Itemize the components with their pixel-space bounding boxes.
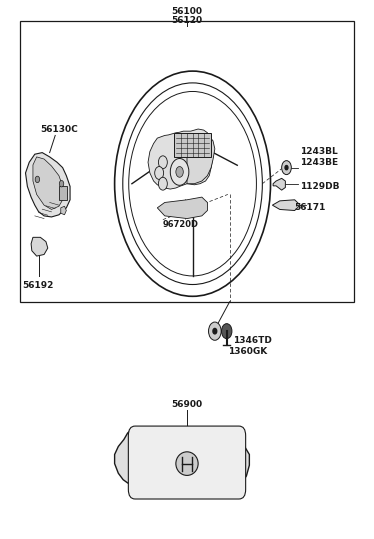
Circle shape — [282, 161, 291, 175]
Circle shape — [209, 322, 221, 340]
Polygon shape — [187, 135, 215, 184]
Circle shape — [176, 167, 183, 177]
Circle shape — [213, 328, 217, 334]
Polygon shape — [31, 237, 48, 256]
Text: 1360GK: 1360GK — [228, 347, 267, 356]
Polygon shape — [157, 197, 208, 218]
Text: 56900: 56900 — [171, 400, 203, 409]
Text: 1243BE: 1243BE — [300, 158, 338, 167]
Circle shape — [170, 158, 189, 185]
Polygon shape — [148, 129, 213, 189]
Ellipse shape — [176, 452, 198, 475]
Circle shape — [159, 177, 167, 190]
Text: 56120: 56120 — [171, 16, 203, 25]
Circle shape — [159, 156, 167, 169]
Circle shape — [59, 181, 64, 187]
Text: 56130C: 56130C — [40, 126, 78, 134]
Circle shape — [285, 165, 288, 170]
Text: 56192: 56192 — [22, 281, 53, 291]
Polygon shape — [272, 200, 300, 211]
Polygon shape — [273, 178, 285, 190]
Circle shape — [221, 323, 232, 338]
Polygon shape — [61, 206, 66, 215]
Polygon shape — [33, 157, 62, 210]
Polygon shape — [25, 153, 70, 217]
Bar — [20, 20, 354, 302]
Circle shape — [35, 176, 40, 183]
Circle shape — [155, 167, 163, 179]
Text: 1346TD: 1346TD — [233, 336, 272, 345]
Text: 56171: 56171 — [295, 203, 326, 212]
Text: 1243BL: 1243BL — [300, 147, 338, 156]
Text: 96720D: 96720D — [163, 220, 199, 230]
Text: 1129DB: 1129DB — [300, 182, 340, 191]
Bar — [59, 186, 67, 200]
Polygon shape — [174, 133, 211, 157]
FancyBboxPatch shape — [128, 426, 246, 499]
Polygon shape — [114, 430, 249, 497]
Text: 56100: 56100 — [172, 6, 202, 16]
